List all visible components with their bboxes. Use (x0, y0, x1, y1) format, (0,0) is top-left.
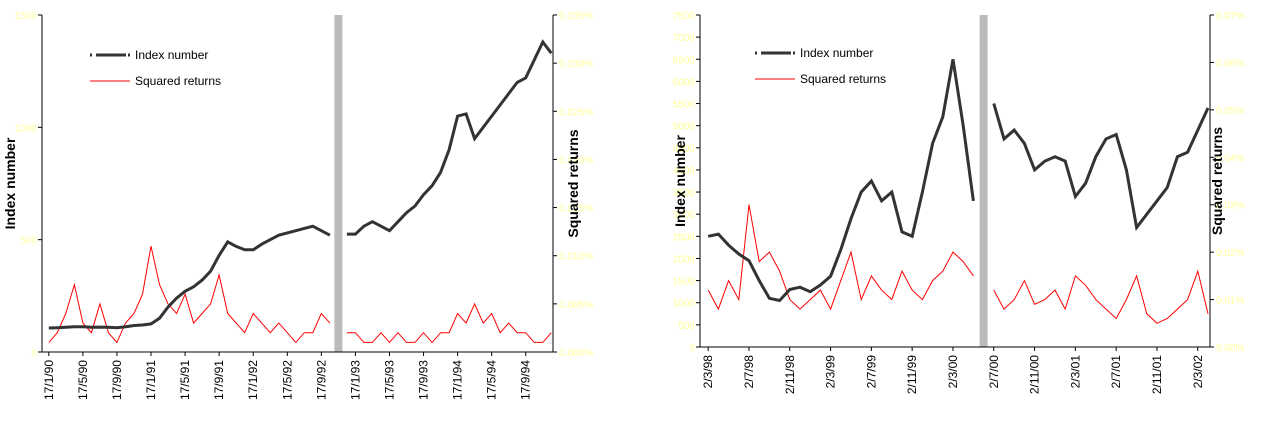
y2-tick-label: 0.025% (559, 107, 593, 118)
x-tick-label: 2/7/99 (864, 355, 878, 389)
y2-tick-label: 0.03% (1216, 201, 1244, 212)
y-tick-label: 500 (20, 236, 37, 247)
y2-tick-label: 0.01% (1216, 296, 1244, 307)
y2-tick-label: 0.020% (559, 155, 593, 166)
x-tick-label: 17/1/91 (144, 360, 158, 400)
x-tick-label: 17/5/92 (280, 360, 294, 400)
x-tick-label: 17/5/94 (485, 360, 499, 400)
x-tick-label: 17/5/93 (382, 360, 396, 400)
index-line (48, 39, 553, 330)
y2-axis-title: Squared returns (565, 129, 581, 237)
x-tick-label: 2/11/01 (1150, 355, 1164, 394)
legend-label: Index number (135, 48, 208, 62)
y-tick-label: 6000 (673, 77, 696, 88)
x-tick-label: 17/9/90 (110, 360, 124, 400)
y-tick-label: 1500 (673, 277, 696, 288)
x-tick-label: 17/1/90 (42, 360, 56, 400)
y-tick-label: 1500 (15, 11, 38, 22)
y2-tick-label: 0.005% (559, 300, 593, 311)
legend-label: Index number (800, 46, 873, 60)
x-tick-label: 17/1/94 (451, 360, 465, 400)
y2-tick-label: 0.010% (559, 252, 593, 263)
y-tick-label: 4500 (673, 144, 696, 155)
legend-label: Squared returns (800, 72, 886, 86)
x-tick-label: 2/11/00 (1028, 355, 1042, 394)
y-tick-label: 0 (689, 343, 695, 354)
x-tick-label: 17/1/93 (348, 360, 362, 400)
y-tick-label: 3500 (673, 188, 696, 199)
y-axis-title: Index number (672, 135, 688, 227)
y-tick-label: 500 (678, 321, 695, 332)
x-tick-label: 17/9/93 (417, 360, 431, 400)
gap-band (979, 15, 988, 347)
y-tick-label: 0 (31, 348, 37, 359)
y2-tick-label: 0.05% (1216, 106, 1244, 117)
y-tick-label: 7000 (673, 33, 696, 44)
y2-tick-label: 0.000% (559, 348, 593, 359)
y-tick-label: 2000 (673, 254, 696, 265)
x-tick-label: 2/11/98 (783, 355, 797, 394)
y2-tick-label: 0.015% (559, 204, 593, 215)
y2-axis-title: Squared returns (1209, 127, 1225, 235)
x-tick-label: 17/9/94 (519, 360, 533, 400)
index-line (707, 59, 1210, 303)
x-tick-label: 17/5/91 (178, 360, 192, 400)
gap-band (334, 15, 343, 352)
y-tick-label: 2500 (673, 232, 696, 243)
y2-tick-label: 0.030% (559, 59, 593, 70)
x-tick-label: 2/7/00 (987, 355, 1001, 389)
squared-returns-line (707, 204, 1209, 324)
y2-tick-label: 0.06% (1216, 58, 1244, 69)
squared-returns-line (48, 245, 552, 344)
x-tick-label: 2/3/02 (1191, 355, 1205, 389)
y-tick-label: 5000 (673, 122, 696, 133)
legend-label: Squared returns (135, 74, 221, 88)
y2-tick-label: 0.035% (559, 11, 593, 22)
y-tick-label: 1000 (15, 123, 38, 134)
y2-tick-label: 0.04% (1216, 153, 1244, 164)
x-tick-label: 2/3/98 (701, 355, 715, 389)
y-tick-label: 4000 (673, 166, 696, 177)
y-axis-title: Index number (2, 137, 18, 229)
x-tick-label: 2/3/00 (946, 355, 960, 389)
y-tick-label: 7500 (673, 11, 696, 22)
x-tick-label: 17/5/90 (76, 360, 90, 400)
x-tick-label: 17/9/91 (212, 360, 226, 400)
x-tick-label: 2/3/99 (824, 355, 838, 389)
x-tick-label: 2/3/01 (1068, 355, 1082, 389)
y2-tick-label: 0.02% (1216, 248, 1244, 259)
x-tick-label: 17/1/92 (246, 360, 260, 400)
y2-tick-label: 0.00% (1216, 343, 1244, 354)
x-tick-label: 2/7/01 (1109, 355, 1123, 389)
y2-tick-label: 0.07% (1216, 11, 1244, 22)
x-tick-label: 17/9/92 (314, 360, 328, 400)
x-tick-label: 2/11/99 (905, 355, 919, 394)
y-tick-label: 6500 (673, 55, 696, 66)
y-tick-label: 1000 (673, 299, 696, 310)
y-tick-label: 3000 (673, 210, 696, 221)
y-tick-label: 5500 (673, 100, 696, 111)
x-tick-label: 2/7/98 (742, 355, 756, 389)
